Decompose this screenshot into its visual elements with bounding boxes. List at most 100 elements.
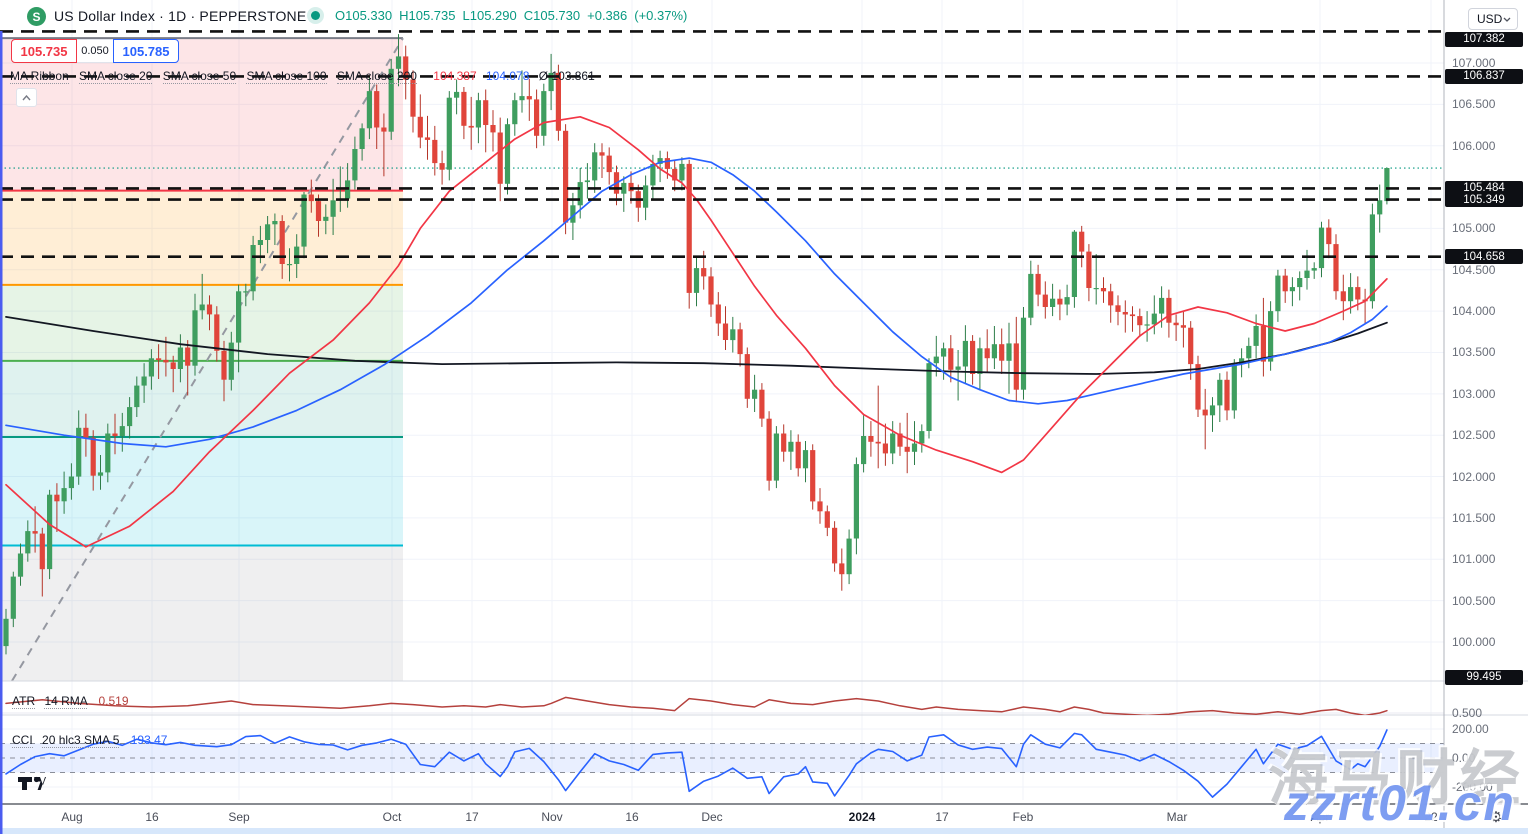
candle[interactable] bbox=[846, 538, 852, 575]
candle[interactable] bbox=[1282, 275, 1288, 292]
candles[interactable] bbox=[3, 34, 1390, 655]
time-label[interactable]: 16 bbox=[145, 810, 159, 824]
candle[interactable] bbox=[759, 389, 765, 419]
candle[interactable] bbox=[1115, 305, 1121, 312]
candle[interactable] bbox=[83, 427, 89, 438]
candle[interactable] bbox=[861, 436, 867, 465]
candle[interactable] bbox=[352, 149, 358, 181]
candle[interactable] bbox=[497, 132, 503, 184]
price-level-label[interactable]: 99.495 bbox=[1445, 669, 1523, 685]
candle[interactable] bbox=[962, 340, 968, 367]
candle[interactable] bbox=[512, 100, 518, 125]
candle[interactable] bbox=[882, 443, 888, 454]
candle[interactable] bbox=[170, 362, 176, 369]
candle[interactable] bbox=[90, 437, 96, 476]
candle[interactable] bbox=[323, 216, 329, 221]
cci-params[interactable]: 20 hlc3 SMA 5 bbox=[42, 733, 120, 748]
candle[interactable] bbox=[156, 358, 162, 360]
candle[interactable] bbox=[802, 450, 809, 469]
candle[interactable] bbox=[32, 531, 38, 534]
time-axis[interactable]: Aug 16 Sep Oct 17 Nov 16 Dec 2024 17 Feb Mar Apr 22 bbox=[0, 806, 1444, 828]
candle[interactable] bbox=[475, 100, 481, 128]
candle[interactable] bbox=[563, 130, 569, 223]
candle[interactable] bbox=[628, 182, 634, 192]
candle[interactable] bbox=[1253, 326, 1259, 346]
candle[interactable] bbox=[395, 56, 402, 69]
candle[interactable] bbox=[1013, 343, 1019, 390]
candle[interactable] bbox=[577, 182, 583, 206]
candle[interactable] bbox=[890, 433, 896, 454]
candle[interactable] bbox=[432, 139, 438, 164]
candle[interactable] bbox=[773, 433, 779, 481]
candle[interactable] bbox=[243, 291, 249, 293]
candle[interactable] bbox=[824, 511, 830, 528]
candle[interactable] bbox=[1209, 405, 1216, 416]
candle[interactable] bbox=[504, 124, 511, 184]
candle[interactable] bbox=[1100, 288, 1107, 292]
time-label[interactable]: Feb bbox=[1012, 810, 1034, 824]
candle[interactable] bbox=[868, 436, 874, 442]
candle[interactable] bbox=[301, 194, 307, 247]
candle[interactable] bbox=[206, 304, 213, 315]
candle[interactable] bbox=[1297, 278, 1303, 288]
candle[interactable] bbox=[1079, 231, 1085, 252]
candle[interactable] bbox=[1275, 275, 1281, 312]
candle[interactable] bbox=[1188, 327, 1194, 365]
candle[interactable] bbox=[1144, 324, 1150, 326]
candle[interactable] bbox=[141, 376, 147, 386]
atr-legend[interactable]: ATR 14 RMA 0.519 bbox=[12, 694, 129, 709]
candle[interactable] bbox=[955, 366, 961, 370]
candle[interactable] bbox=[112, 433, 118, 437]
candle[interactable] bbox=[134, 385, 140, 408]
candle[interactable] bbox=[1129, 314, 1136, 317]
candle[interactable] bbox=[599, 152, 605, 156]
candle[interactable] bbox=[570, 205, 576, 223]
candle[interactable] bbox=[1304, 270, 1310, 278]
candle[interactable] bbox=[366, 91, 372, 129]
candle[interactable] bbox=[548, 72, 554, 92]
candle[interactable] bbox=[853, 464, 859, 539]
candle[interactable] bbox=[1020, 317, 1027, 390]
candle[interactable] bbox=[1268, 311, 1274, 362]
candle[interactable] bbox=[1217, 379, 1223, 406]
ma-ribbon-legend[interactable]: MA Ribbon SMA close 20 SMA close 50 SMA … bbox=[10, 69, 595, 84]
candle[interactable] bbox=[424, 137, 431, 140]
candle[interactable] bbox=[483, 100, 489, 125]
candle[interactable] bbox=[752, 389, 758, 399]
candle[interactable] bbox=[1035, 273, 1041, 295]
time-label[interactable]: 16 bbox=[625, 810, 639, 824]
candle[interactable] bbox=[1202, 409, 1208, 416]
price-level-label[interactable]: 105.349 bbox=[1445, 192, 1523, 208]
candle[interactable] bbox=[286, 264, 293, 266]
ma-param-50[interactable]: SMA close 50 bbox=[162, 69, 237, 84]
candle[interactable] bbox=[715, 304, 721, 324]
ma-param-20[interactable]: SMA close 20 bbox=[79, 69, 153, 84]
candle[interactable] bbox=[1108, 291, 1114, 306]
candle[interactable] bbox=[1064, 297, 1070, 305]
candle[interactable] bbox=[1086, 251, 1092, 288]
candle[interactable] bbox=[1028, 273, 1034, 318]
candle[interactable] bbox=[39, 533, 45, 570]
ma-param-200[interactable]: SMA close 200 bbox=[336, 69, 417, 84]
candle[interactable] bbox=[977, 348, 983, 374]
candle[interactable] bbox=[374, 91, 380, 128]
candle[interactable] bbox=[810, 450, 816, 502]
candle[interactable] bbox=[119, 426, 125, 436]
cci-title[interactable]: CCI bbox=[12, 733, 33, 748]
candle[interactable] bbox=[403, 56, 409, 80]
candle[interactable] bbox=[1326, 227, 1332, 245]
candle[interactable] bbox=[177, 347, 183, 370]
candle[interactable] bbox=[1057, 298, 1063, 305]
candle[interactable] bbox=[948, 348, 954, 370]
candle[interactable] bbox=[236, 291, 242, 343]
candle[interactable] bbox=[1333, 244, 1339, 292]
candle[interactable] bbox=[592, 152, 598, 181]
collapse-legend-button[interactable] bbox=[16, 88, 37, 107]
candle[interactable] bbox=[468, 125, 474, 128]
candle[interactable] bbox=[97, 472, 104, 476]
candle[interactable] bbox=[461, 91, 467, 126]
candle[interactable] bbox=[417, 116, 423, 138]
time-label[interactable]: Nov bbox=[541, 810, 563, 824]
candle[interactable] bbox=[875, 441, 881, 444]
candle[interactable] bbox=[265, 224, 271, 240]
